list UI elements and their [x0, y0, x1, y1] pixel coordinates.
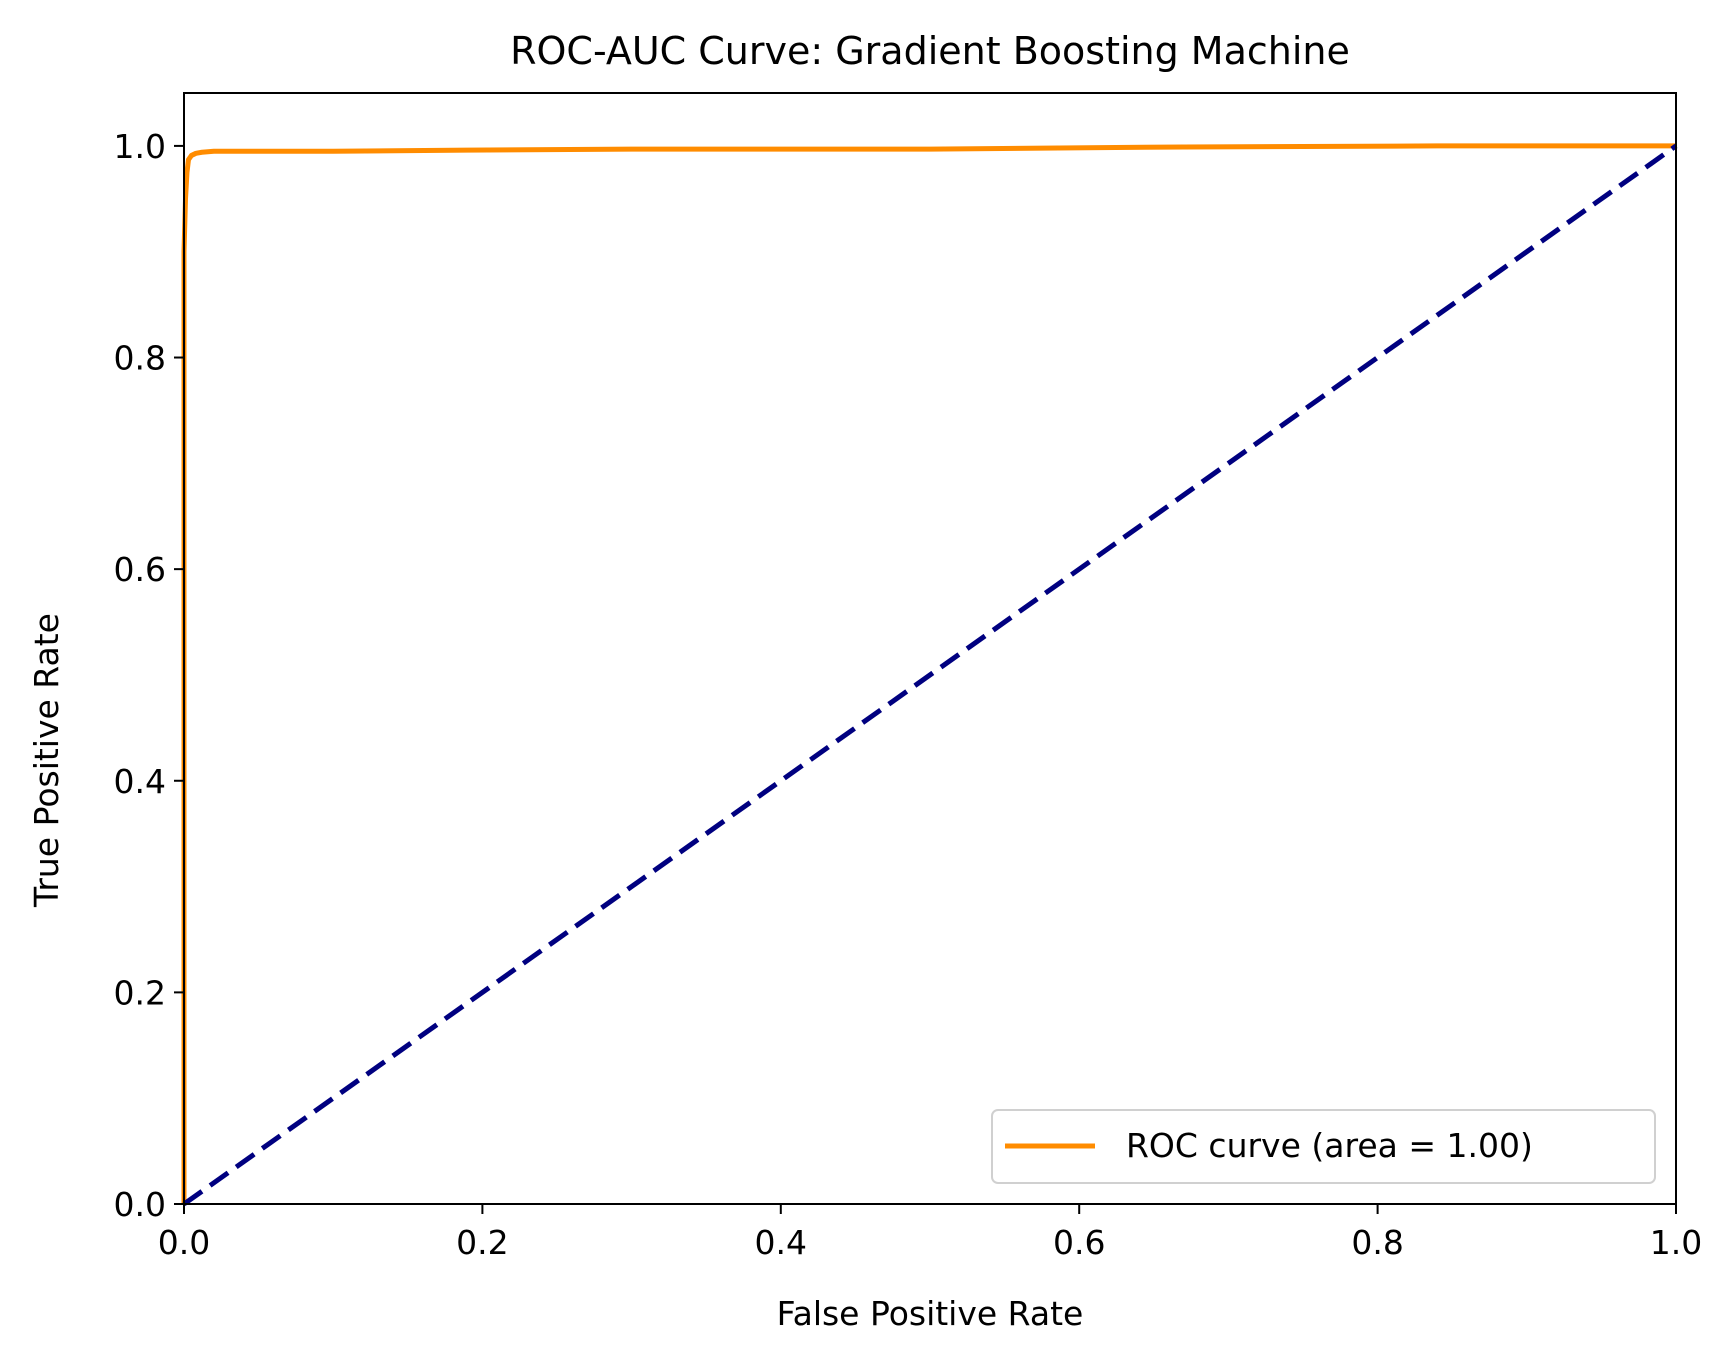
y-axis-label: True Positive Rate — [27, 613, 66, 908]
plot-frame — [183, 92, 1677, 1205]
y-tick-label: 0.8 — [114, 339, 166, 378]
chance-diagonal-line — [182, 143, 1678, 1207]
legend-label-roc: ROC curve (area = 1.00) — [1126, 1126, 1533, 1165]
ticks-layer: 0.0 0.2 0.4 0.6 0.8 1.0 0.0 0.2 0.4 0.6 0.8 1.0 — [114, 127, 1703, 1262]
x-tick-label: 1.0 — [1650, 1223, 1702, 1262]
y-tick-label: 1.0 — [114, 127, 166, 166]
roc-curve-line — [181, 143, 1676, 1204]
plot-series — [181, 143, 1678, 1207]
y-tick-label: 0.2 — [114, 973, 166, 1012]
chart-title: ROC-AUC Curve: Gradient Boosting Machine — [510, 29, 1350, 73]
x-tick-label: 0.2 — [456, 1223, 508, 1262]
y-tick-label: 0.0 — [114, 1185, 166, 1224]
x-axis-label: False Positive Rate — [777, 1294, 1084, 1333]
x-tick-label: 0.8 — [1351, 1223, 1403, 1262]
y-tick-label: 0.4 — [114, 762, 166, 801]
legend: ROC curve (area = 1.00) — [991, 1109, 1656, 1184]
x-tick-label: 0.4 — [755, 1223, 807, 1262]
x-tick-label: 0.6 — [1053, 1223, 1105, 1262]
y-tick-label: 0.6 — [114, 550, 166, 589]
x-tick-label: 0.0 — [158, 1223, 210, 1262]
legend-box — [991, 1109, 1656, 1184]
